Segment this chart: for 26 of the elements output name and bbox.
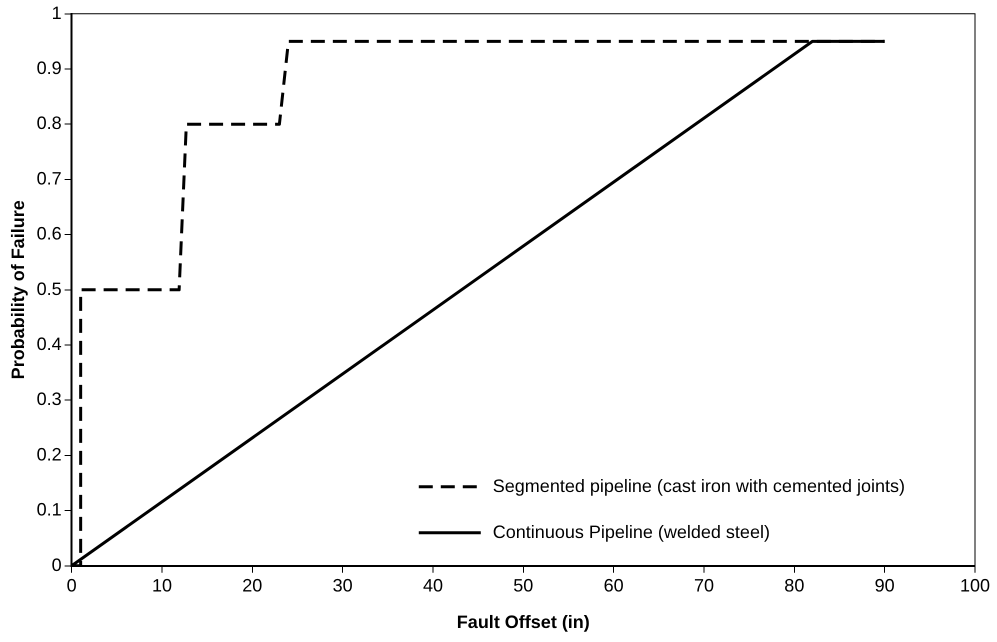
x-tick-label: 100 [960, 576, 990, 596]
x-tick-label: 20 [242, 576, 262, 596]
x-tick-label: 80 [784, 576, 804, 596]
y-tick-label: 0.8 [36, 113, 62, 134]
x-tick-label: 50 [513, 576, 534, 596]
x-tick-label: 30 [332, 576, 353, 596]
x-axis-title: Fault Offset (in) [456, 612, 590, 632]
x-tick-label: 60 [604, 576, 624, 596]
y-tick-label: 1 [52, 2, 62, 23]
x-tick-label: 90 [874, 576, 895, 596]
y-tick-label: 0.5 [36, 278, 62, 299]
y-tick-label: 0.3 [36, 389, 62, 410]
y-tick-label: 0.9 [36, 58, 62, 78]
x-tick-label: 10 [152, 576, 172, 596]
y-tick-label: 0 [52, 554, 62, 575]
y-tick-label: 0.6 [36, 224, 62, 244]
legend-label: Segmented pipeline (cast iron with cemented joints) [492, 476, 906, 496]
x-tick-label: 70 [694, 576, 714, 596]
y-tick-label: 0.4 [36, 334, 62, 354]
legend-label: Continuous Pipeline (welded steel) [492, 522, 770, 542]
y-tick-label: 0.7 [36, 168, 62, 188]
y-tick-label: 0.1 [36, 500, 62, 520]
x-tick-label: 40 [422, 576, 443, 596]
y-axis-title: Probability of Failure [8, 200, 28, 380]
y-tick-label: 0.2 [36, 444, 62, 464]
x-tick-label: 0 [66, 576, 77, 596]
